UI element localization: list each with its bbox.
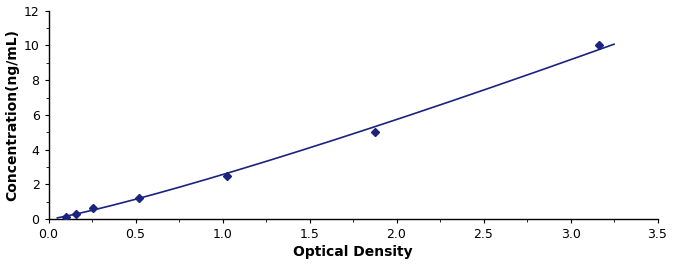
X-axis label: Optical Density: Optical Density <box>293 245 413 259</box>
Y-axis label: Concentration(ng/mL): Concentration(ng/mL) <box>5 29 20 201</box>
